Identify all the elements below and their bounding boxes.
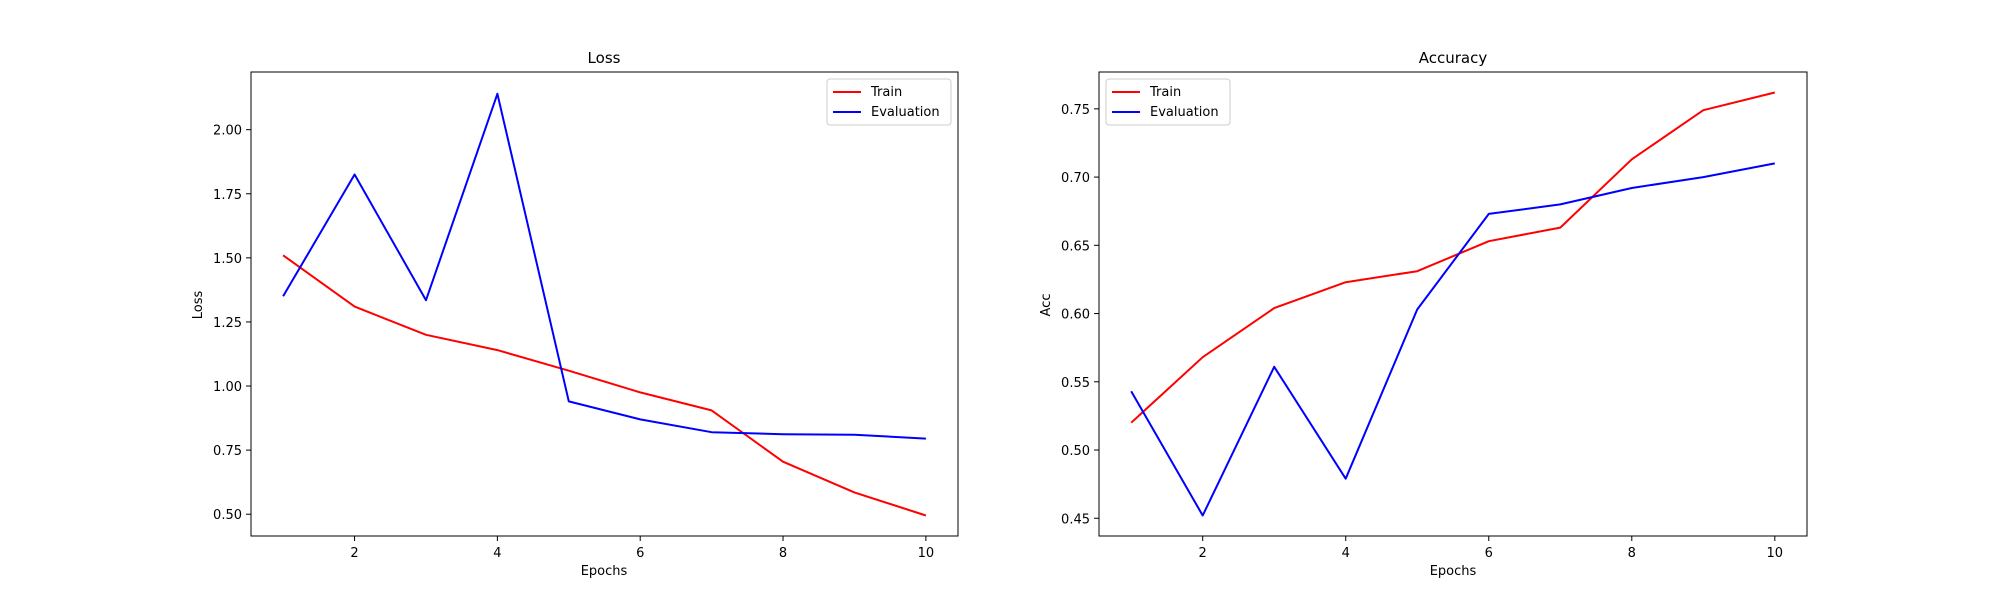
accuracy-legend: Train Evaluation	[1105, 78, 1231, 126]
loss-legend-box	[826, 78, 952, 126]
accuracy-y-axis-label: Acc	[1039, 294, 1054, 317]
loss-evaluation-line	[282, 92, 926, 440]
loss-y-tick-label: 0.75	[213, 444, 242, 459]
loss-series-lines	[282, 92, 927, 517]
accuracy-series-lines	[1130, 91, 1776, 517]
accuracy-legend-train-label: Train	[1149, 85, 1181, 100]
loss-y-tick-label: 2.00	[213, 124, 242, 139]
accuracy-x-tick-label: 10	[1767, 546, 1784, 561]
loss-y-tick-label: 1.50	[213, 252, 242, 267]
loss-axis-ticks: 2 4 6 8 10 0.50 0.75 1.00 1.25 1.50 1.75 2.00	[213, 124, 934, 561]
accuracy-y-tick-label: 0.55	[1061, 376, 1090, 391]
loss-x-tick-label: 4	[493, 546, 501, 561]
accuracy-y-tick-label: 0.45	[1061, 512, 1090, 527]
accuracy-y-tick-label: 0.65	[1061, 239, 1090, 254]
loss-plot-frame	[250, 71, 959, 537]
accuracy-evaluation-line	[1130, 162, 1775, 517]
accuracy-legend-evaluation-label: Evaluation	[1150, 105, 1219, 120]
accuracy-y-tick-label: 0.75	[1061, 103, 1090, 118]
loss-y-tick-label: 0.50	[213, 508, 242, 523]
accuracy-x-tick-label: 4	[1342, 546, 1350, 561]
loss-y-axis-label: Loss	[191, 291, 206, 320]
accuracy-x-tick-label: 8	[1628, 546, 1636, 561]
loss-y-tick-label: 1.00	[213, 380, 242, 395]
loss-legend-evaluation-label: Evaluation	[871, 105, 940, 120]
accuracy-x-tick-label: 6	[1485, 546, 1493, 561]
loss-x-tick-label: 6	[636, 546, 644, 561]
loss-x-tick-label: 2	[350, 546, 358, 561]
accuracy-axis-ticks: 2 4 6 8 10 0.45 0.50 0.55 0.60 0.65 0.70 0.75	[1061, 103, 1783, 561]
loss-y-tick-label: 1.75	[213, 188, 242, 203]
accuracy-y-tick-label: 0.50	[1061, 444, 1090, 459]
accuracy-plot-frame	[1098, 71, 1808, 537]
accuracy-x-axis-label: Epochs	[1430, 564, 1477, 579]
accuracy-x-tick-label: 2	[1199, 546, 1207, 561]
accuracy-chart-title: Accuracy	[1419, 49, 1488, 67]
accuracy-chart: Accuracy Epochs Acc 2 4 6 8 10 0.45 0.50 0.55 0.…	[1039, 49, 1808, 579]
loss-y-tick-label: 1.25	[213, 316, 242, 331]
accuracy-train-line	[1130, 91, 1776, 424]
loss-legend: Train Evaluation	[826, 78, 952, 126]
loss-chart-title: Loss	[588, 49, 621, 67]
loss-x-tick-label: 8	[779, 546, 787, 561]
accuracy-y-tick-label: 0.70	[1061, 171, 1090, 186]
loss-legend-train-label: Train	[870, 85, 902, 100]
accuracy-legend-box	[1105, 78, 1231, 126]
loss-x-tick-label: 10	[918, 546, 935, 561]
loss-chart: Loss Epochs Loss 2 4 6 8 10 0.50 0.75 1.00 1.25 1…	[191, 49, 959, 579]
accuracy-y-tick-label: 0.60	[1061, 308, 1090, 323]
loss-x-axis-label: Epochs	[581, 564, 628, 579]
loss-train-line	[282, 254, 927, 517]
